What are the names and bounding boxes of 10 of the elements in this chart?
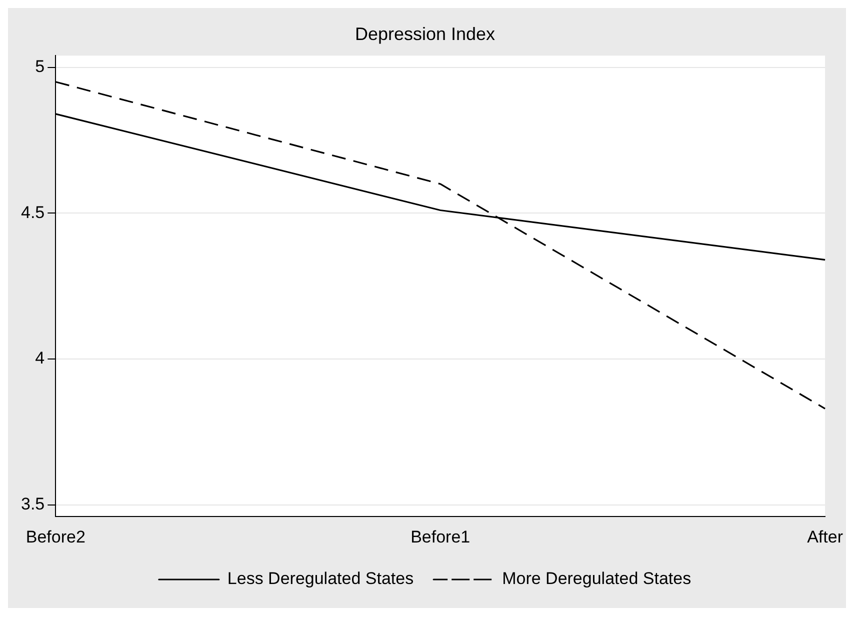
y-tick-label: 4.5 <box>20 202 45 222</box>
legend-label: Less Deregulated States <box>227 569 414 588</box>
y-tick-label: 5 <box>35 56 45 76</box>
legend-label: More Deregulated States <box>502 569 692 588</box>
x-tick-label: Before1 <box>410 527 470 546</box>
y-tick-label: 4 <box>35 348 45 368</box>
y-tick-label: 3.5 <box>20 494 45 514</box>
chart-title: Depression Index <box>354 24 496 44</box>
x-tick-label: After <box>807 527 844 546</box>
x-tick-label: Before2 <box>26 527 86 546</box>
